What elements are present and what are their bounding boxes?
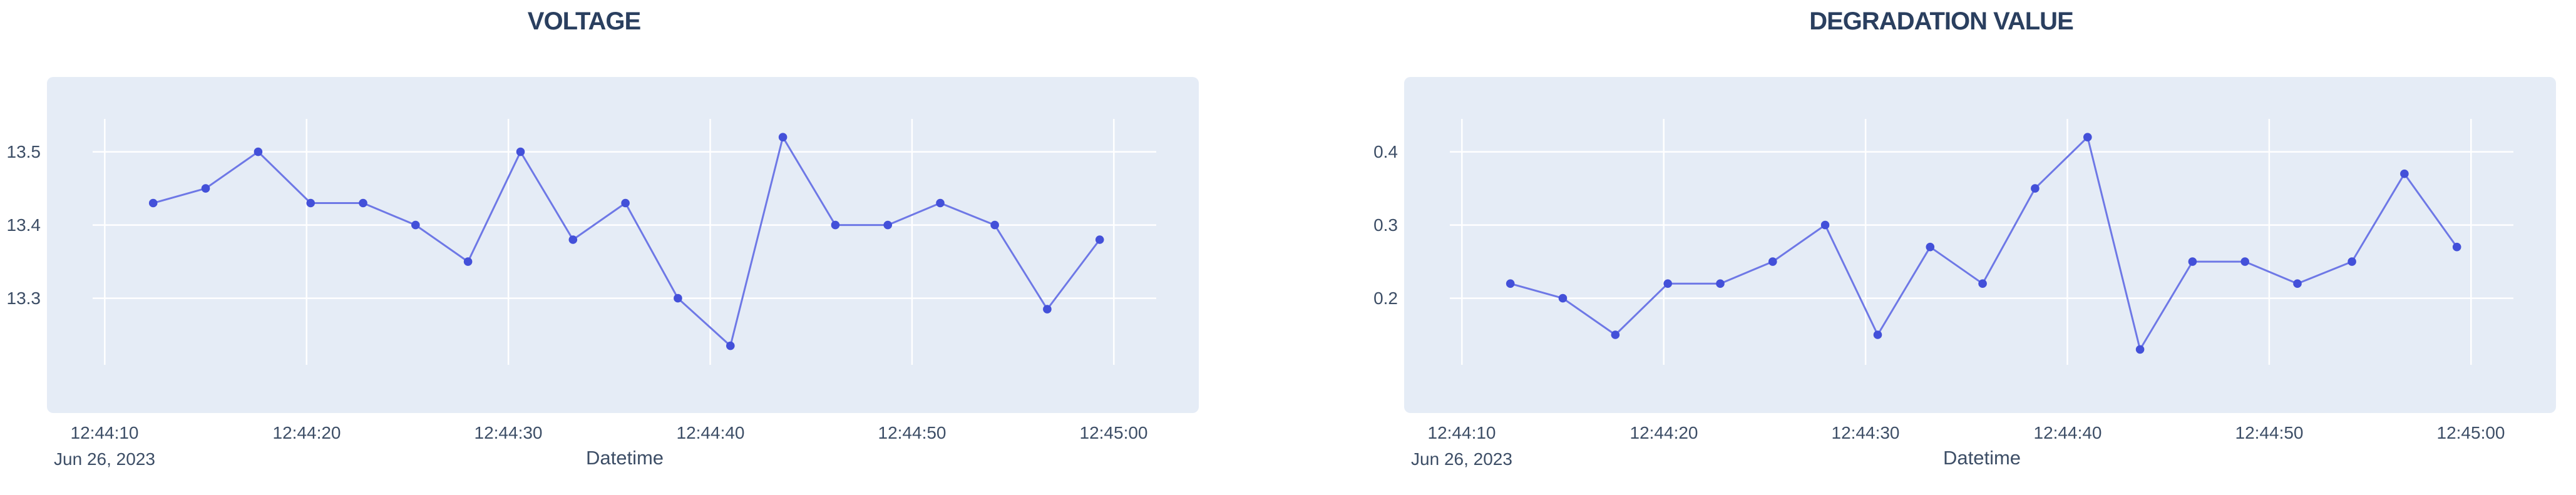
data-point-marker[interactable] bbox=[726, 341, 735, 350]
data-point-marker[interactable] bbox=[2135, 345, 2145, 354]
data-point-marker[interactable] bbox=[1506, 279, 1515, 288]
data-point-marker[interactable] bbox=[148, 198, 158, 208]
x-tick-label: 12:44:20 bbox=[1629, 423, 1698, 442]
data-point-marker[interactable] bbox=[2083, 133, 2092, 141]
line-series bbox=[152, 136, 1101, 347]
data-point-marker[interactable] bbox=[1820, 220, 1830, 230]
data-point-marker[interactable] bbox=[2400, 169, 2409, 178]
data-point-marker[interactable] bbox=[674, 293, 682, 303]
data-point-marker[interactable] bbox=[1095, 235, 1104, 244]
plot-canvas[interactable] bbox=[47, 77, 1199, 413]
plot-card bbox=[1404, 77, 2556, 413]
data-point-marker[interactable] bbox=[1043, 305, 1052, 314]
data-point-marker[interactable] bbox=[1768, 257, 1777, 266]
y-tick-label: 0.3 bbox=[1373, 215, 1398, 235]
data-point-marker[interactable] bbox=[990, 220, 999, 230]
x-axis-title: Datetime bbox=[585, 447, 664, 469]
data-point-marker[interactable] bbox=[1558, 293, 1568, 303]
y-tick-label: 13.4 bbox=[6, 215, 41, 235]
data-point-marker[interactable] bbox=[2348, 257, 2356, 266]
data-point-marker[interactable] bbox=[254, 147, 263, 156]
x-tick-label: 12:44:10 bbox=[70, 423, 139, 442]
x-axis-date-label: Jun 26, 2023 bbox=[1411, 449, 1512, 469]
data-point-marker[interactable] bbox=[201, 184, 210, 193]
chart-title: VOLTAGE bbox=[527, 8, 641, 35]
data-point-marker[interactable] bbox=[883, 220, 892, 230]
data-point-marker[interactable] bbox=[2240, 257, 2249, 266]
data-point-marker[interactable] bbox=[306, 198, 316, 208]
data-point-marker[interactable] bbox=[778, 133, 788, 141]
data-point-marker[interactable] bbox=[411, 220, 420, 230]
data-point-marker[interactable] bbox=[2188, 257, 2197, 266]
data-point-marker[interactable] bbox=[2293, 279, 2302, 288]
y-tick-label: 0.4 bbox=[1373, 142, 1398, 161]
x-tick-label: 12:44:40 bbox=[676, 423, 745, 442]
data-point-marker[interactable] bbox=[2031, 184, 2040, 193]
data-point-marker[interactable] bbox=[516, 147, 525, 156]
degradation-chart-figure: DEGRADATION VALUE 0.4 0.3 0.2 12:44:10 12:4… bbox=[1288, 0, 2576, 495]
x-tick-label: 12:44:20 bbox=[272, 423, 341, 442]
data-point-marker[interactable] bbox=[1611, 330, 1620, 339]
x-tick-label: 12:44:10 bbox=[1427, 423, 1496, 442]
data-point-marker[interactable] bbox=[568, 235, 578, 244]
plot-card bbox=[47, 77, 1199, 413]
data-point-marker[interactable] bbox=[1716, 279, 1725, 288]
y-tick-label: 0.2 bbox=[1373, 288, 1398, 308]
x-axis-title: Datetime bbox=[1942, 447, 2021, 469]
data-point-marker[interactable] bbox=[1978, 279, 1987, 288]
data-point-marker[interactable] bbox=[2452, 242, 2461, 252]
line-series bbox=[1509, 136, 2458, 350]
x-tick-label: 12:44:40 bbox=[2033, 423, 2102, 442]
data-point-marker[interactable] bbox=[831, 220, 840, 230]
x-tick-label: 12:44:30 bbox=[1831, 423, 1900, 442]
x-tick-label: 12:45:00 bbox=[2436, 423, 2505, 442]
data-point-marker[interactable] bbox=[359, 198, 367, 208]
data-point-marker[interactable] bbox=[463, 257, 473, 266]
x-tick-label: 12:44:30 bbox=[474, 423, 543, 442]
x-tick-label: 12:44:50 bbox=[2235, 423, 2304, 442]
data-point-marker[interactable] bbox=[1663, 279, 1672, 288]
data-point-marker[interactable] bbox=[936, 198, 945, 208]
plot-canvas[interactable] bbox=[1404, 77, 2556, 413]
x-axis-date-label: Jun 26, 2023 bbox=[54, 449, 155, 469]
voltage-chart-figure: VOLTAGE 13.5 13.4 13.3 12:44:10 12:44:20 12:… bbox=[6, 8, 1199, 469]
x-tick-label: 12:44:50 bbox=[878, 423, 947, 442]
data-point-marker[interactable] bbox=[1873, 330, 1882, 339]
chart-title: DEGRADATION VALUE bbox=[1809, 8, 2074, 35]
x-tick-label: 12:45:00 bbox=[1079, 423, 1148, 442]
y-tick-label: 13.3 bbox=[6, 288, 41, 308]
y-tick-label: 13.5 bbox=[6, 142, 41, 161]
data-point-marker[interactable] bbox=[621, 198, 630, 208]
data-point-marker[interactable] bbox=[1926, 242, 1935, 252]
